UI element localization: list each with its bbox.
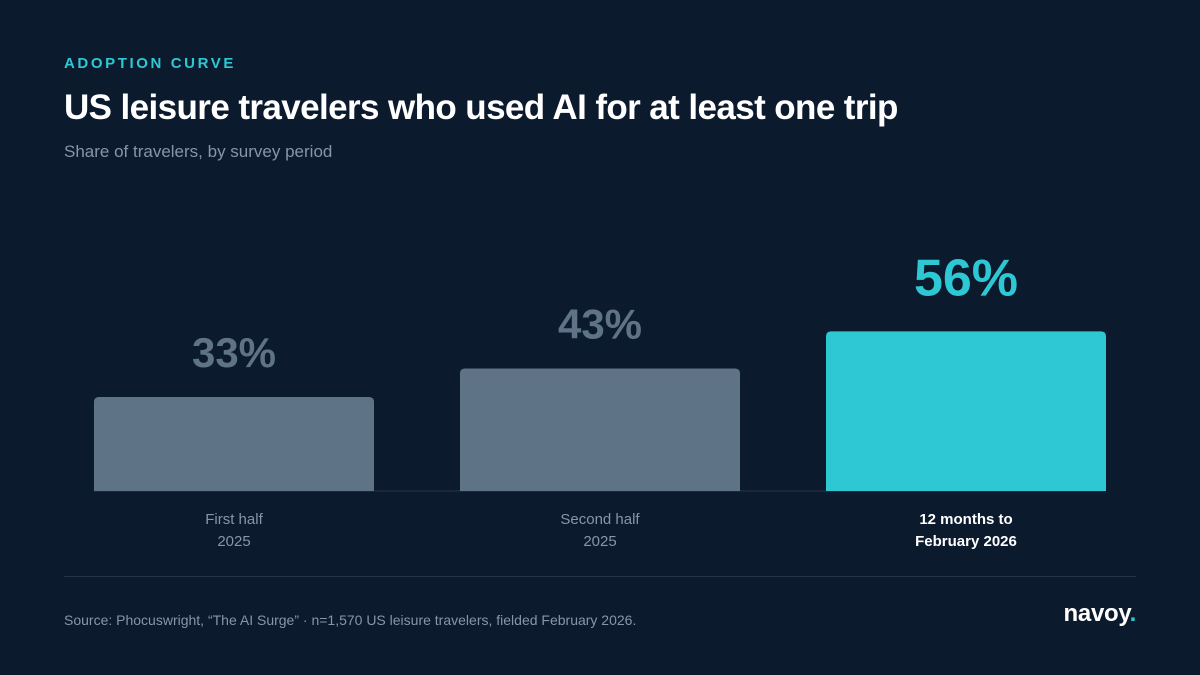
category-label-1-line-2: 2025 (217, 533, 250, 550)
chart-subtitle: Share of travelers, by survey period (64, 142, 333, 161)
bar-value-label-2: 43% (558, 300, 642, 347)
logo-dot: . (1129, 600, 1137, 627)
footer-divider (64, 576, 1136, 577)
eyebrow-label: ADOPTION CURVE (64, 55, 236, 72)
category-label-2-line-1: Second half (560, 511, 640, 528)
bar-3 (826, 331, 1106, 491)
category-label-1-line-1: First half (205, 511, 263, 528)
bar-2 (460, 368, 740, 491)
category-label-2-line-2: 2025 (583, 533, 616, 550)
brand-logo: navoy. (1063, 600, 1137, 628)
bar-1 (94, 396, 374, 491)
logo-text: navoy (1063, 600, 1130, 627)
source-note: Source: Phocuswright, “The AI Surge” · n… (64, 612, 637, 628)
category-label-3-line-2: February 2026 (915, 533, 1017, 550)
bar-value-label-3: 56% (914, 249, 1018, 307)
category-label-3-line-1: 12 months to (919, 511, 1012, 528)
bar-value-label-1: 33% (192, 329, 276, 376)
chart-title: US leisure travelers who used AI for at … (64, 88, 898, 127)
